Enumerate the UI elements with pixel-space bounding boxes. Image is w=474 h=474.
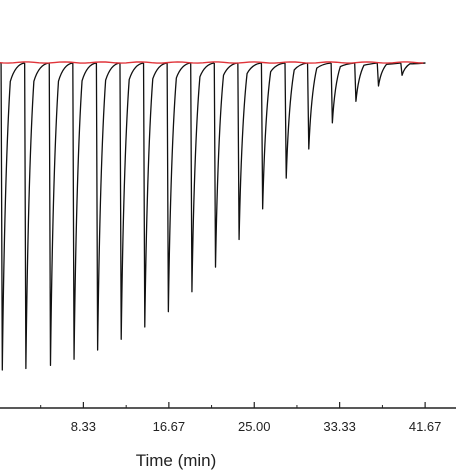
injection-peak: [237, 62, 262, 241]
injection-peak: [306, 62, 332, 150]
injection-peak: [142, 62, 168, 328]
injection-peak: [190, 62, 215, 293]
x-tick-label: 16.67: [153, 419, 186, 434]
x-tick-label: 8.33: [71, 419, 96, 434]
injection-peak: [0, 62, 25, 371]
x-tick-label: 25.00: [238, 419, 271, 434]
injection-peak: [95, 62, 121, 351]
injection-peak: [166, 62, 191, 313]
x-axis-title: Time (min): [136, 451, 217, 470]
baseline-fit-line: [0, 61, 424, 64]
injection-peak: [213, 62, 238, 268]
injection-peak: [24, 62, 50, 370]
injection-peak: [330, 62, 355, 124]
injection-peak: [48, 62, 73, 367]
injection-peak: [354, 62, 378, 103]
injection-peak: [400, 62, 426, 76]
x-axis: 8.33 16.67 25.00 33.33 41.67: [0, 402, 456, 434]
x-tick-label: 33.33: [323, 419, 356, 434]
injection-peak: [72, 62, 97, 360]
injection-peak: [119, 62, 144, 340]
injection-peak: [260, 62, 286, 210]
injection-peak: [376, 62, 401, 87]
x-tick-label: 41.67: [409, 419, 442, 434]
traces: [0, 61, 426, 371]
injection-peak: [284, 62, 308, 179]
